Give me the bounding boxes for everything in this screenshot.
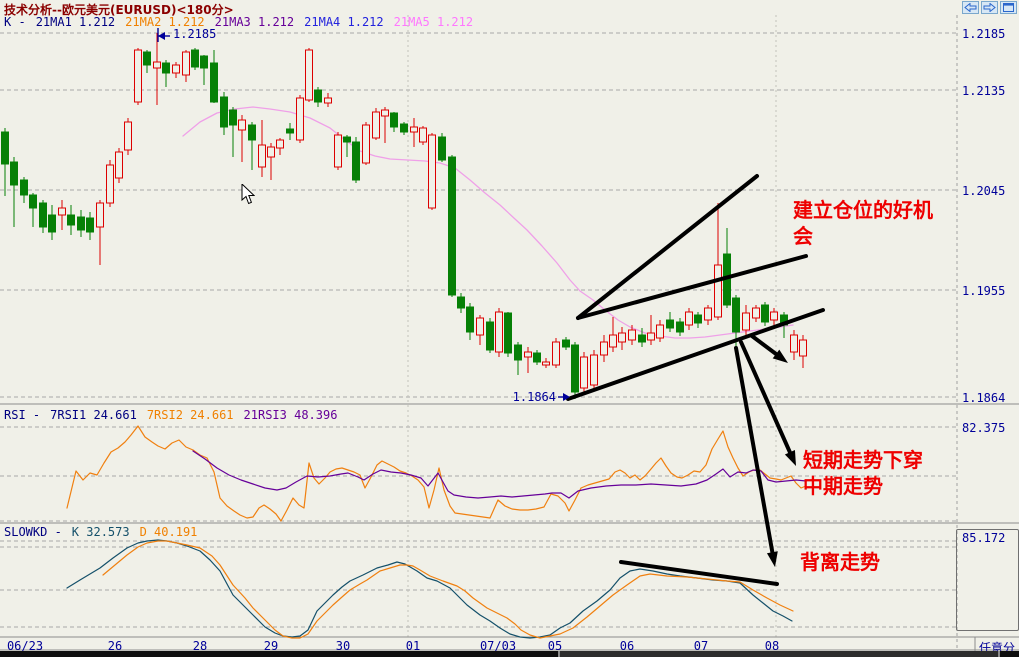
legend-item: 7RSI2 24.661	[146, 408, 234, 422]
time-axis-label: 28	[192, 639, 208, 653]
time-axis-label: 06	[619, 639, 635, 653]
price-axis-label: 1.2135	[962, 84, 1006, 98]
time-axis-label: 06/23	[6, 639, 44, 653]
nav-buttons	[962, 1, 1017, 14]
main-chart-legend: K - 21MA1 1.212 21MA2 1.212 21MA3 1.212 21MA…	[4, 15, 483, 29]
slowkd-selection-box[interactable]	[956, 529, 1019, 631]
time-axis-label: 07/03	[479, 639, 517, 653]
scrollbar-handle[interactable]	[0, 651, 558, 657]
legend-item: 21RSI3 48.396	[243, 408, 338, 422]
legend-item: K 32.573	[71, 525, 130, 539]
legend-item: D 40.191	[139, 525, 198, 539]
slowkd-legend: SLOWKD - K 32.573 D 40.191	[4, 525, 207, 539]
mouse-cursor	[241, 182, 256, 208]
time-axis-label: 30	[335, 639, 351, 653]
time-axis-label: 07	[693, 639, 709, 653]
legend-item: 7RSI1 24.661	[50, 408, 137, 422]
price-high-marker-label: 1.2185	[173, 27, 217, 41]
page-title: 技术分析--欧元美元(EURUSD)<180分>	[4, 3, 234, 17]
legend-item: 21MA3 1.212	[214, 15, 295, 29]
rsi-axis-label: 82.375	[962, 421, 1006, 435]
legend-prefix: SLOWKD -	[4, 525, 62, 539]
back-button[interactable]	[962, 1, 979, 14]
rsi-legend: RSI - 7RSI1 24.661 7RSI2 24.661 21RSI3 48.3…	[4, 408, 347, 422]
annotation-cross-note: 短期走势下穿中期走势	[803, 448, 923, 498]
scrollbar-track[interactable]	[560, 651, 998, 657]
right-arrow-icon	[983, 0, 996, 15]
price-axis-label: 1.1864	[962, 391, 1006, 405]
legend-item: 21MA5 1.212	[393, 15, 474, 29]
legend-prefix: K -	[4, 15, 26, 29]
scrollbar-end[interactable]	[1000, 651, 1019, 657]
legend-prefix: RSI -	[4, 408, 41, 422]
price-low-marker-label: 1.1864	[512, 390, 556, 404]
legend-item: 21MA4 1.212	[304, 15, 384, 29]
maximize-window-icon	[1003, 0, 1014, 15]
legend-item: 21MA2 1.212	[125, 15, 205, 29]
price-axis-label: 1.2185	[962, 27, 1006, 41]
time-axis-label: 05	[547, 639, 563, 653]
price-axis-label: 1.1955	[962, 284, 1006, 298]
scrollbar-divider	[558, 651, 560, 657]
price-axis-label: 1.2045	[962, 184, 1006, 198]
time-axis-label: 29	[263, 639, 279, 653]
legend-item: 21MA1 1.212	[35, 15, 116, 29]
left-arrow-icon	[964, 0, 977, 15]
annotation-divergence-note: 背离走势	[800, 550, 880, 574]
time-axis-label: 08	[764, 639, 780, 653]
scrollbar[interactable]	[0, 651, 1019, 657]
forward-button[interactable]	[981, 1, 998, 14]
slowkd-axis-label: 85.172	[962, 531, 1006, 545]
scrollbar-divider-2	[998, 651, 1000, 657]
time-axis-label: 01	[405, 639, 421, 653]
time-axis-label: 26	[107, 639, 123, 653]
annotation-entry-note: 建立仓位的好机会	[793, 198, 933, 248]
maximize-button[interactable]	[1000, 1, 1017, 14]
